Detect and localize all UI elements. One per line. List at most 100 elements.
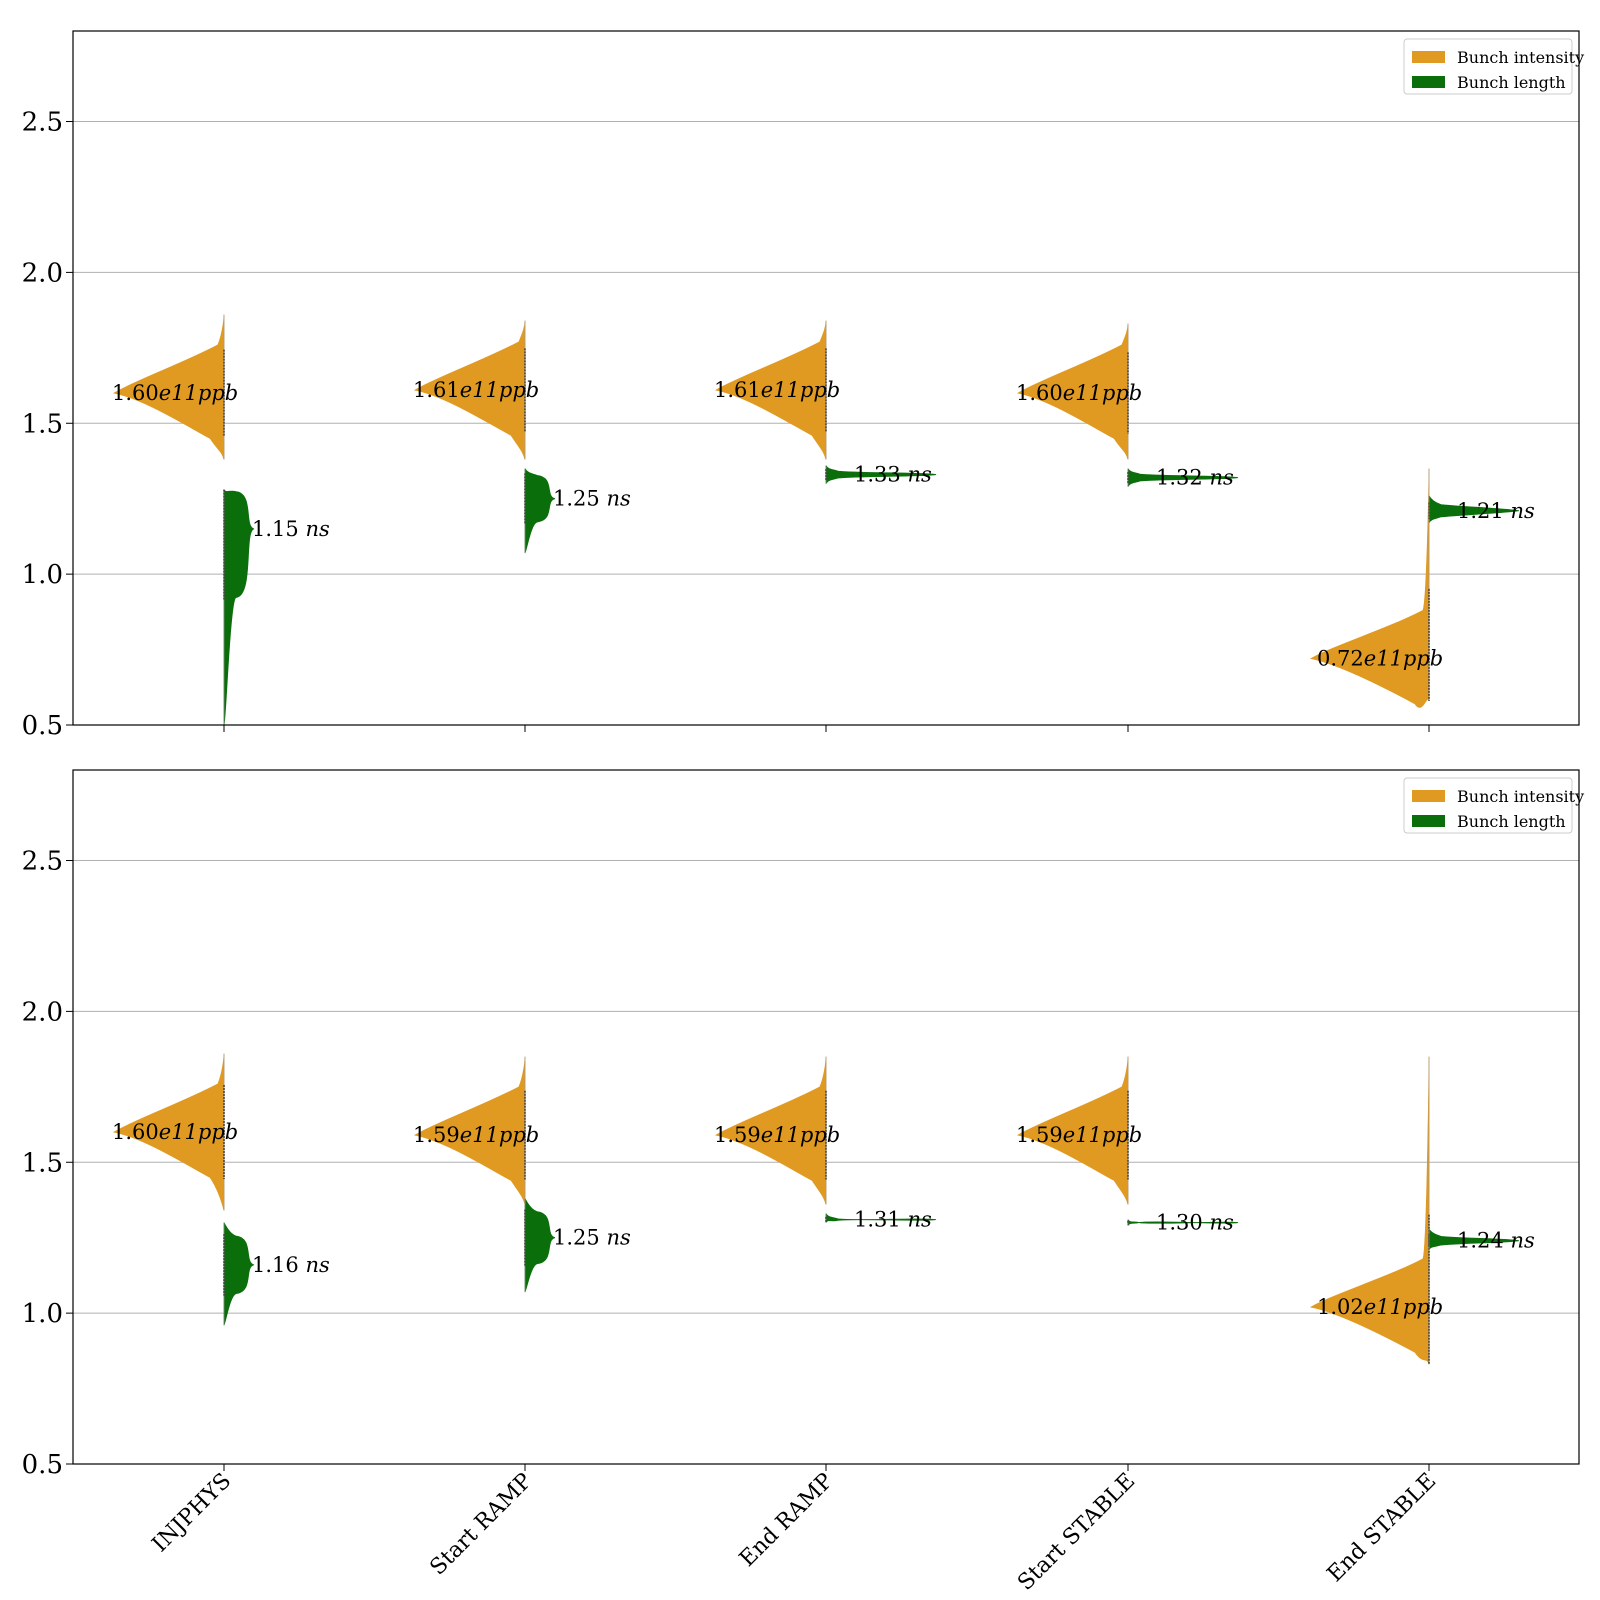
annotation-value: 1.59 [714,1123,761,1147]
annotation-unit: ppb [800,378,840,402]
x-category-label: Start STABLE [1013,1469,1140,1596]
annotation-exponent: e11 [761,378,800,402]
annotation-value: 1.60 [112,381,159,405]
length-annotation: 1.21 ns [1457,499,1535,523]
y-tick-label: 2.0 [22,997,63,1027]
annotation-unit: ppb [499,378,539,402]
axes-frame [72,30,1580,726]
intensity-annotation: 1.60e11ppb [112,381,238,405]
annotation-exponent: e11 [159,381,198,405]
intensity-annotation: 1.61e11ppb [413,378,539,402]
annotation-space [1203,466,1210,490]
intensity-violin [112,314,225,460]
legend-label: Bunch length [1457,812,1566,831]
annotation-value: 1.61 [413,378,460,402]
intensity-violin [1309,468,1430,708]
annotation-value: 1.59 [1016,1123,1063,1147]
annotation-space [1504,1229,1511,1253]
intensity-annotation: 1.02e11ppb [1317,1295,1443,1319]
legend-box [1403,777,1573,834]
annotation-unit: ns [606,487,631,511]
y-tick-label: 1.5 [22,1148,63,1178]
annotation-unit: ns [305,1253,330,1277]
annotation-value: 0.72 [1317,647,1364,671]
annotation-exponent: e11 [761,1123,800,1147]
intensity-annotation: 1.59e11ppb [413,1123,539,1147]
length-violin [1428,1228,1520,1250]
length-violin [825,465,937,484]
length-annotation: 1.16 ns [252,1253,330,1277]
annotation-value: 1.02 [1317,1295,1364,1319]
x-category-label: Start RAMP [425,1468,537,1580]
annotation-unit: ppb [1403,647,1443,671]
intensity-annotation: 1.60e11ppb [112,1120,238,1144]
annotation-value: 1.16 [252,1253,299,1277]
intensity-annotation: 1.61e11ppb [714,378,840,402]
length-annotation: 1.31 ns [854,1208,932,1232]
x-category-label: INJPHYS [148,1469,237,1558]
intensity-violin [413,320,526,460]
intensity-annotation: 1.59e11ppb [1016,1123,1142,1147]
annotation-space [901,463,908,487]
annotation-unit: ns [1510,1229,1535,1253]
legend-label: Bunch intensity [1457,787,1584,806]
annotation-value: 1.25 [553,487,600,511]
annotation-unit: ppb [1102,381,1142,405]
length-annotation: 1.15 ns [252,517,330,541]
annotation-value: 1.30 [1156,1211,1203,1235]
intensity-violin [413,1056,526,1205]
annotation-value: 1.21 [1457,499,1504,523]
intensity-annotation: 1.59e11ppb [714,1123,840,1147]
annotation-unit: ns [1510,499,1535,523]
length-violin [223,489,255,726]
annotation-exponent: e11 [460,378,499,402]
annotation-unit: ppb [198,381,238,405]
y-tick-label: 0.5 [22,1450,63,1480]
annotation-unit: ns [907,463,932,487]
annotation-space [299,1253,306,1277]
annotation-exponent: e11 [1063,1123,1102,1147]
annotation-value: 1.32 [1156,466,1203,490]
axes-frame [72,769,1580,1465]
intensity-violin [1016,323,1129,460]
legend-swatch [1412,790,1445,802]
annotation-unit: ppb [499,1123,539,1147]
annotation-value: 1.59 [413,1123,460,1147]
annotation-space [1203,1211,1210,1235]
annotation-unit: ppb [800,1123,840,1147]
annotation-value: 1.24 [1457,1229,1504,1253]
intensity-violin [1309,1056,1430,1365]
annotation-unit: ns [1209,1211,1234,1235]
annotation-unit: ns [1209,466,1234,490]
legend-swatch [1412,76,1445,88]
intensity-violin [112,1053,225,1211]
annotation-value: 1.31 [854,1208,901,1232]
length-annotation: 1.30 ns [1156,1211,1234,1235]
y-tick-label: 1.0 [22,560,63,590]
annotation-exponent: e11 [1364,1295,1403,1319]
legend-label: Bunch intensity [1457,48,1584,67]
length-violin [825,1213,937,1223]
intensity-violin [714,320,827,460]
legend-swatch [1412,51,1445,63]
intensity-violin [1016,1056,1129,1205]
y-tick-label: 1.0 [22,1299,63,1329]
legend: Bunch intensity Bunch length [1403,38,1584,95]
length-violin [1127,1219,1239,1226]
annotation-unit: ppb [198,1120,238,1144]
y-tick-label: 2.5 [22,108,63,138]
annotation-space [1504,499,1511,523]
annotation-value: 1.60 [112,1120,159,1144]
annotation-value: 1.15 [252,517,299,541]
legend-box [1403,38,1573,95]
length-violin [223,1222,255,1326]
annotation-exponent: e11 [1063,381,1102,405]
panel-1: 0.51.01.52.02.51.60e11ppb 1.61e11ppb 1.61e… [22,30,1584,741]
y-tick-label: 2.0 [22,258,63,288]
length-violin [1127,468,1239,487]
annotation-unit: ppb [1403,1295,1443,1319]
length-annotation: 1.33 ns [854,463,932,487]
intensity-violin [714,1056,827,1205]
annotation-unit: ns [907,1208,932,1232]
